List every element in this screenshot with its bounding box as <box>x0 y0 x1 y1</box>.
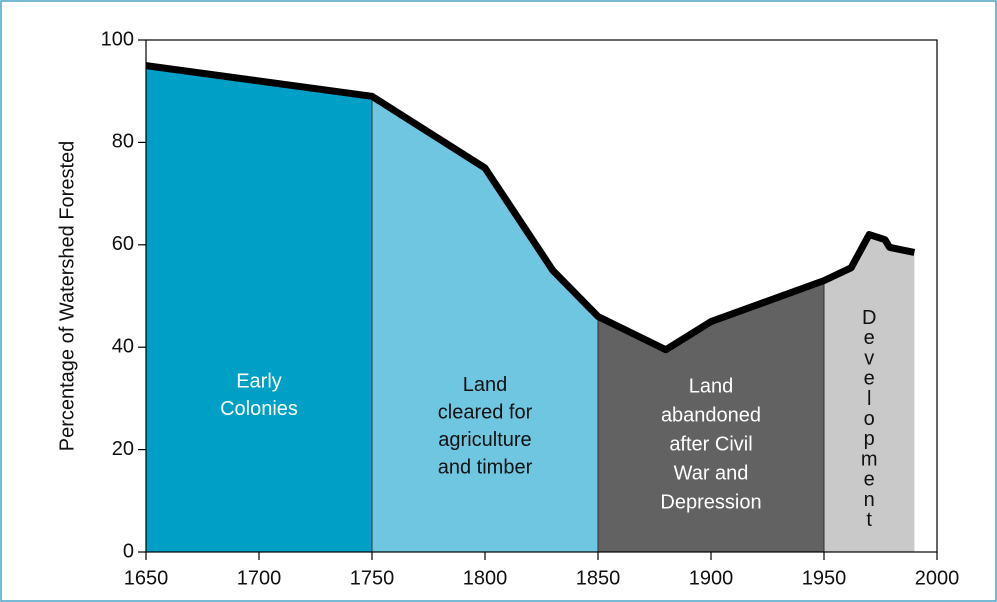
region-label: cleared for <box>438 402 533 424</box>
region-label: after Civil <box>669 433 752 455</box>
y-tick-label: 0 <box>123 540 134 562</box>
x-tick-label: 1850 <box>576 567 621 589</box>
region-label: Early <box>236 371 282 393</box>
y-tick-label: 40 <box>112 335 134 357</box>
region-label: and timber <box>438 457 533 479</box>
region <box>598 280 824 552</box>
y-tick-label: 60 <box>112 233 134 255</box>
region-label: War and <box>674 462 749 484</box>
y-axis-label: Percentage of Watershed Forested <box>56 141 78 452</box>
x-tick-label: 1700 <box>237 567 282 589</box>
x-tick-label: 1800 <box>463 567 508 589</box>
x-tick-label: 2000 <box>915 567 960 589</box>
region-label: Colonies <box>220 398 298 420</box>
region <box>372 96 598 552</box>
x-tick-label: 1750 <box>350 567 395 589</box>
region-label: agriculture <box>438 429 531 451</box>
region-label: Land <box>689 375 734 397</box>
x-tick-label: 1650 <box>124 567 169 589</box>
x-tick-label: 1950 <box>802 567 847 589</box>
plot-frame <box>145 39 938 553</box>
y-tick-label: 80 <box>112 131 134 153</box>
y-tick-label: 20 <box>112 438 134 460</box>
y-tick-label: 100 <box>101 28 134 50</box>
region <box>824 234 915 552</box>
region-label: Depression <box>660 491 761 513</box>
x-tick-label: 1900 <box>689 567 734 589</box>
region-label: Land <box>463 374 508 396</box>
line <box>145 62 916 354</box>
region-label: abandoned <box>661 404 761 426</box>
region <box>146 65 372 552</box>
